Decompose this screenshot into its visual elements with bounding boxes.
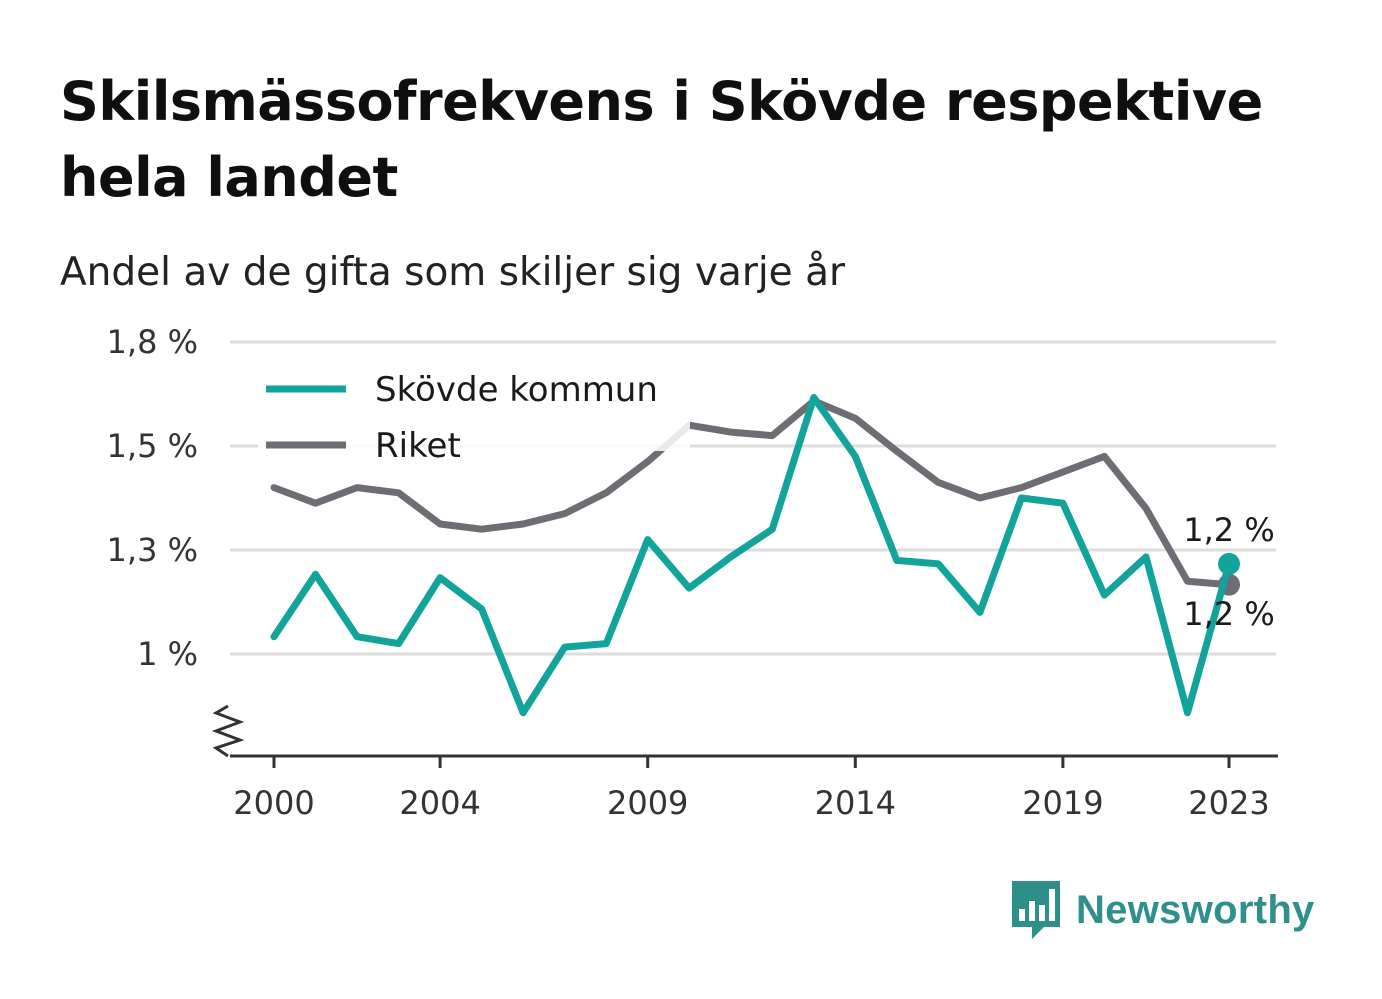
x-tick-label: 2009 xyxy=(607,784,688,822)
end-point-skovde xyxy=(1218,552,1240,575)
legend: Skövde kommun Riket xyxy=(258,347,690,466)
x-tick-label: 2014 xyxy=(815,784,896,822)
x-tick-label: 2000 xyxy=(233,784,314,822)
y-tick-label: 1 % xyxy=(137,635,198,673)
series-line-skovde xyxy=(270,394,1233,717)
y-tick-label: 1,3 % xyxy=(107,531,198,569)
bar-chart-icon xyxy=(1012,881,1060,939)
series-lines xyxy=(270,394,1240,717)
x-axis: 2000 2004 2009 2014 2019 2023 xyxy=(211,704,1278,822)
brand-name: Newsworthy xyxy=(1076,887,1315,932)
chart-title: Skilsmässofrekvens i Skövde respektive h… xyxy=(60,70,1263,209)
y-axis-ticks: 1 % 1,3 % 1,5 % 1,8 % xyxy=(107,323,198,673)
x-tick-label: 2019 xyxy=(1022,784,1103,822)
legend-label: Skövde kommun xyxy=(375,370,658,410)
x-tick-label: 2023 xyxy=(1188,784,1269,822)
y-tick-label: 1,8 % xyxy=(107,323,198,361)
axis-break-icon xyxy=(211,704,245,758)
end-labels: 1,2 % 1,2 % xyxy=(1183,511,1274,633)
legend-label: Riket xyxy=(375,426,461,466)
y-tick-label: 1,5 % xyxy=(107,427,198,465)
newsworthy-logo: Newsworthy xyxy=(1010,878,1315,942)
x-tick-label: 2004 xyxy=(399,784,480,822)
series-line-riket xyxy=(270,397,1233,589)
end-label-riket: 1,2 % xyxy=(1183,595,1274,633)
chart-subtitle: Andel av de gifta som skiljer sig varje … xyxy=(60,250,846,295)
end-label-skovde: 1,2 % xyxy=(1183,511,1274,549)
